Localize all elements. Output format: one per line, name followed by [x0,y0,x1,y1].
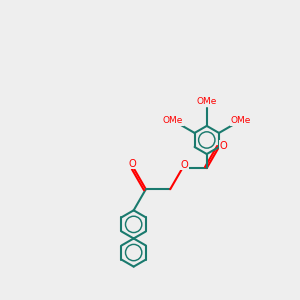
Text: OMe: OMe [196,97,217,106]
Text: OMe: OMe [163,116,183,125]
Text: O: O [220,140,227,151]
Text: O: O [128,159,136,169]
Text: OMe: OMe [230,116,250,125]
Text: O: O [180,160,188,170]
